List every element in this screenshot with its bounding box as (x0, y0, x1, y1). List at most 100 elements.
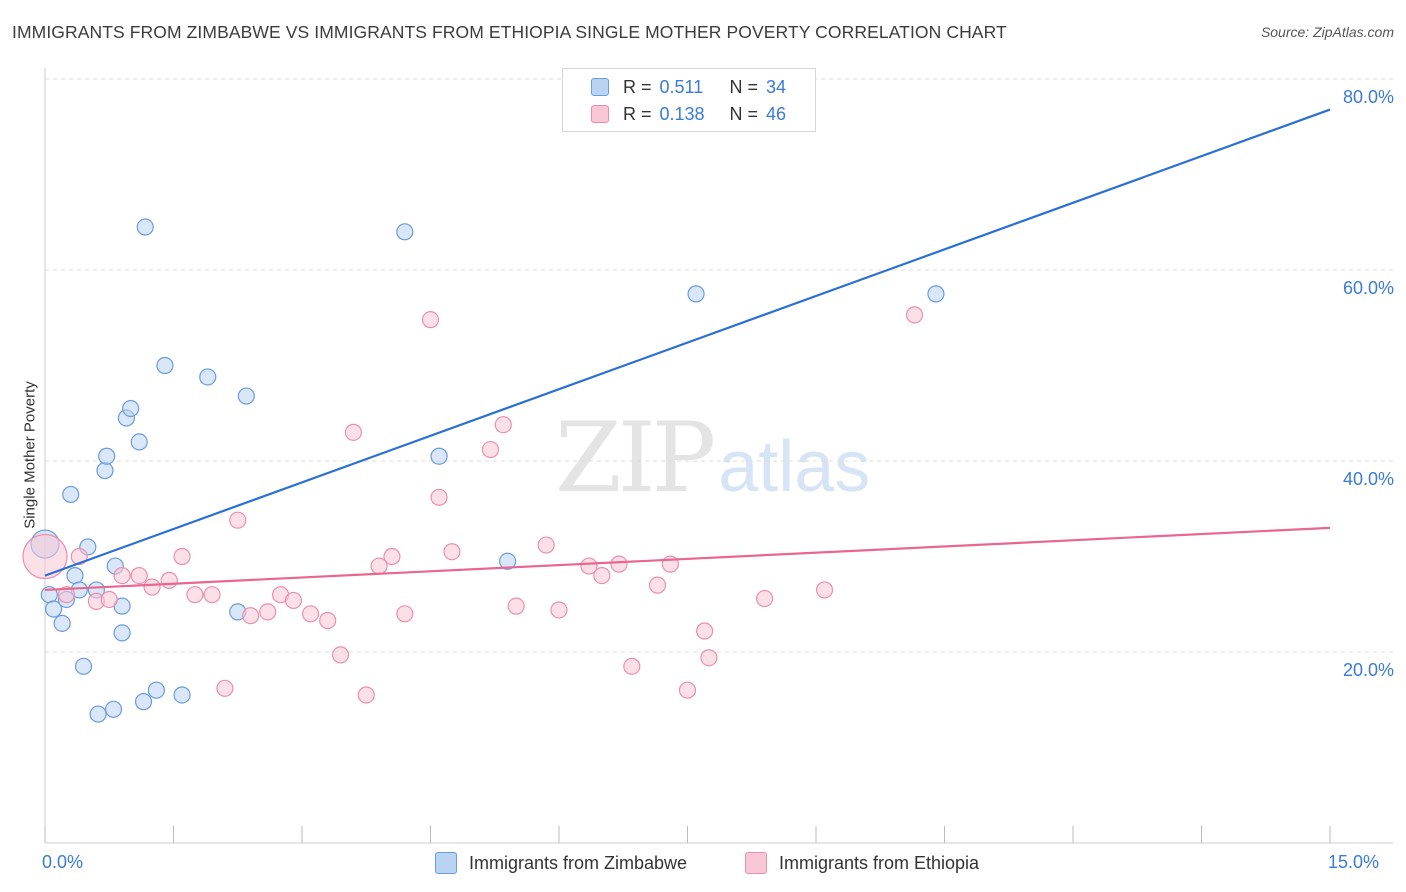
ethiopia-point (815, 581, 834, 599)
zimbabwe-point (96, 461, 114, 480)
ethiopia-point (905, 306, 924, 324)
bottom-legend-label-ethiopia: Immigrants from Ethiopia (779, 852, 980, 873)
bottom-legend-ethiopia: Immigrants from Ethiopia (745, 852, 979, 874)
ethiopia-point (160, 571, 178, 589)
zimbabwe-point (199, 368, 217, 386)
ethiopia-point (22, 533, 68, 580)
zimbabwe-point (98, 447, 116, 465)
y-tick-label-80: 80.0% (1342, 87, 1394, 107)
zimbabwe-point (156, 356, 174, 375)
y-axis-label: Single Mother Poverty (21, 381, 39, 529)
ethiopia-point (301, 605, 320, 623)
ethiopia-point (537, 536, 555, 554)
ethiopia-point (242, 607, 260, 625)
legend-r-value-zimbabwe: 0.511 (659, 76, 704, 97)
zimbabwe-point (173, 686, 191, 704)
legend: R = 0.511 N = 34 R = 0.138 N = 46 (562, 68, 816, 132)
legend-n-label: N = (729, 76, 759, 97)
ethiopia-point (259, 603, 277, 621)
x-tick-label-max: 15.0% (1328, 852, 1380, 872)
ethiopia-point (130, 566, 148, 585)
bottom-legend-zimbabwe: Immigrants from Zimbabwe (435, 852, 687, 874)
legend-swatch-zimbabwe (591, 78, 609, 96)
ethiopia-point (396, 605, 414, 623)
zimbabwe-point (44, 600, 63, 618)
zimbabwe-point (89, 705, 107, 723)
zimbabwe-point (136, 218, 154, 236)
zimbabwe-point (237, 387, 255, 405)
zimbabwe-point (130, 433, 148, 451)
ethiopia-point (755, 589, 774, 608)
ethiopia-point (216, 679, 234, 697)
ethiopia-point (186, 586, 204, 604)
x-tick-label-min: 0.0% (42, 852, 84, 872)
legend-row-zimbabwe: R = 0.511 N = 34 (591, 75, 786, 99)
ethiopia-point (173, 547, 191, 566)
ethiopia-point (481, 440, 500, 459)
watermark-zip: ZIP (555, 402, 716, 514)
ethiopia-point (203, 586, 221, 604)
ethiopia-point (143, 578, 161, 596)
ethiopia-point (696, 622, 714, 640)
chart-title: IMMIGRANTS FROM ZIMBABWE VS IMMIGRANTS F… (12, 22, 1007, 42)
ethiopia-point (507, 597, 525, 615)
ethiopia-point (593, 566, 611, 585)
legend-row-ethiopia: R = 0.138 N = 46 (591, 102, 786, 126)
ethiopia-point (623, 657, 641, 675)
watermark-atlas: atlas (718, 427, 871, 507)
zimbabwe-point (62, 485, 80, 504)
ethiopia-point (678, 681, 697, 699)
bottom-legend-swatch-zimbabwe (435, 852, 457, 874)
watermark: ZIPatlas (555, 402, 870, 514)
ethiopia-point (100, 590, 118, 609)
legend-swatch-ethiopia (591, 105, 609, 123)
zimbabwe-point (104, 700, 123, 718)
y-tick-label-20: 20.0% (1342, 660, 1394, 680)
legend-n-label: N = (729, 103, 759, 124)
legend-r-label: R = (623, 103, 652, 124)
zimbabwe-point (927, 285, 945, 303)
zimbabwe-point (74, 657, 93, 675)
bottom-legend-swatch-ethiopia (745, 852, 767, 874)
ethiopia-point (610, 555, 628, 573)
ethiopia-point (284, 591, 303, 610)
zimbabwe-point (147, 681, 165, 699)
ethiopia-point (550, 601, 568, 619)
zimbabwe-point (687, 285, 705, 303)
legend-n-value-ethiopia: 46 (766, 103, 787, 124)
legend-r-value-ethiopia: 0.138 (659, 103, 705, 124)
ethiopia-point (700, 649, 718, 667)
zimbabwe-point (66, 566, 84, 585)
zimbabwe-point (499, 552, 517, 570)
y-tick-label-40: 40.0% (1342, 469, 1394, 489)
ethiopia-point (648, 576, 667, 594)
ethiopia-point (57, 586, 76, 604)
bottom-legend-label-zimbabwe: Immigrants from Zimbabwe (469, 852, 688, 873)
ethiopia-point (229, 511, 247, 529)
ethiopia-point (319, 611, 337, 630)
axes (44, 68, 1393, 844)
zimbabwe-point (396, 223, 414, 241)
ethiopia-point (430, 488, 448, 506)
trend-lines (44, 108, 1331, 592)
ethiopia-point (357, 686, 375, 704)
zimbabwe-trend-line (44, 108, 1331, 577)
ethiopia-point (70, 547, 88, 566)
zimbabwe-point (53, 614, 71, 632)
ethiopia-point (580, 557, 598, 575)
ethiopia-point (421, 311, 440, 329)
ethiopia-point (113, 566, 131, 585)
source-label: Source: ZipAtlas.com (1260, 24, 1394, 40)
zimbabwe-point (134, 693, 153, 711)
ethiopia-trend-line (44, 526, 1331, 592)
ethiopia-point (331, 646, 350, 664)
ethiopia-point (443, 543, 461, 561)
zimbabwe-point (113, 624, 131, 642)
legend-r-label: R = (623, 76, 652, 97)
zimbabwe-point (430, 447, 448, 465)
ethiopia-point (494, 416, 512, 434)
data-points (22, 218, 945, 723)
gridlines (45, 78, 1393, 653)
zimbabwe-point (122, 399, 140, 418)
